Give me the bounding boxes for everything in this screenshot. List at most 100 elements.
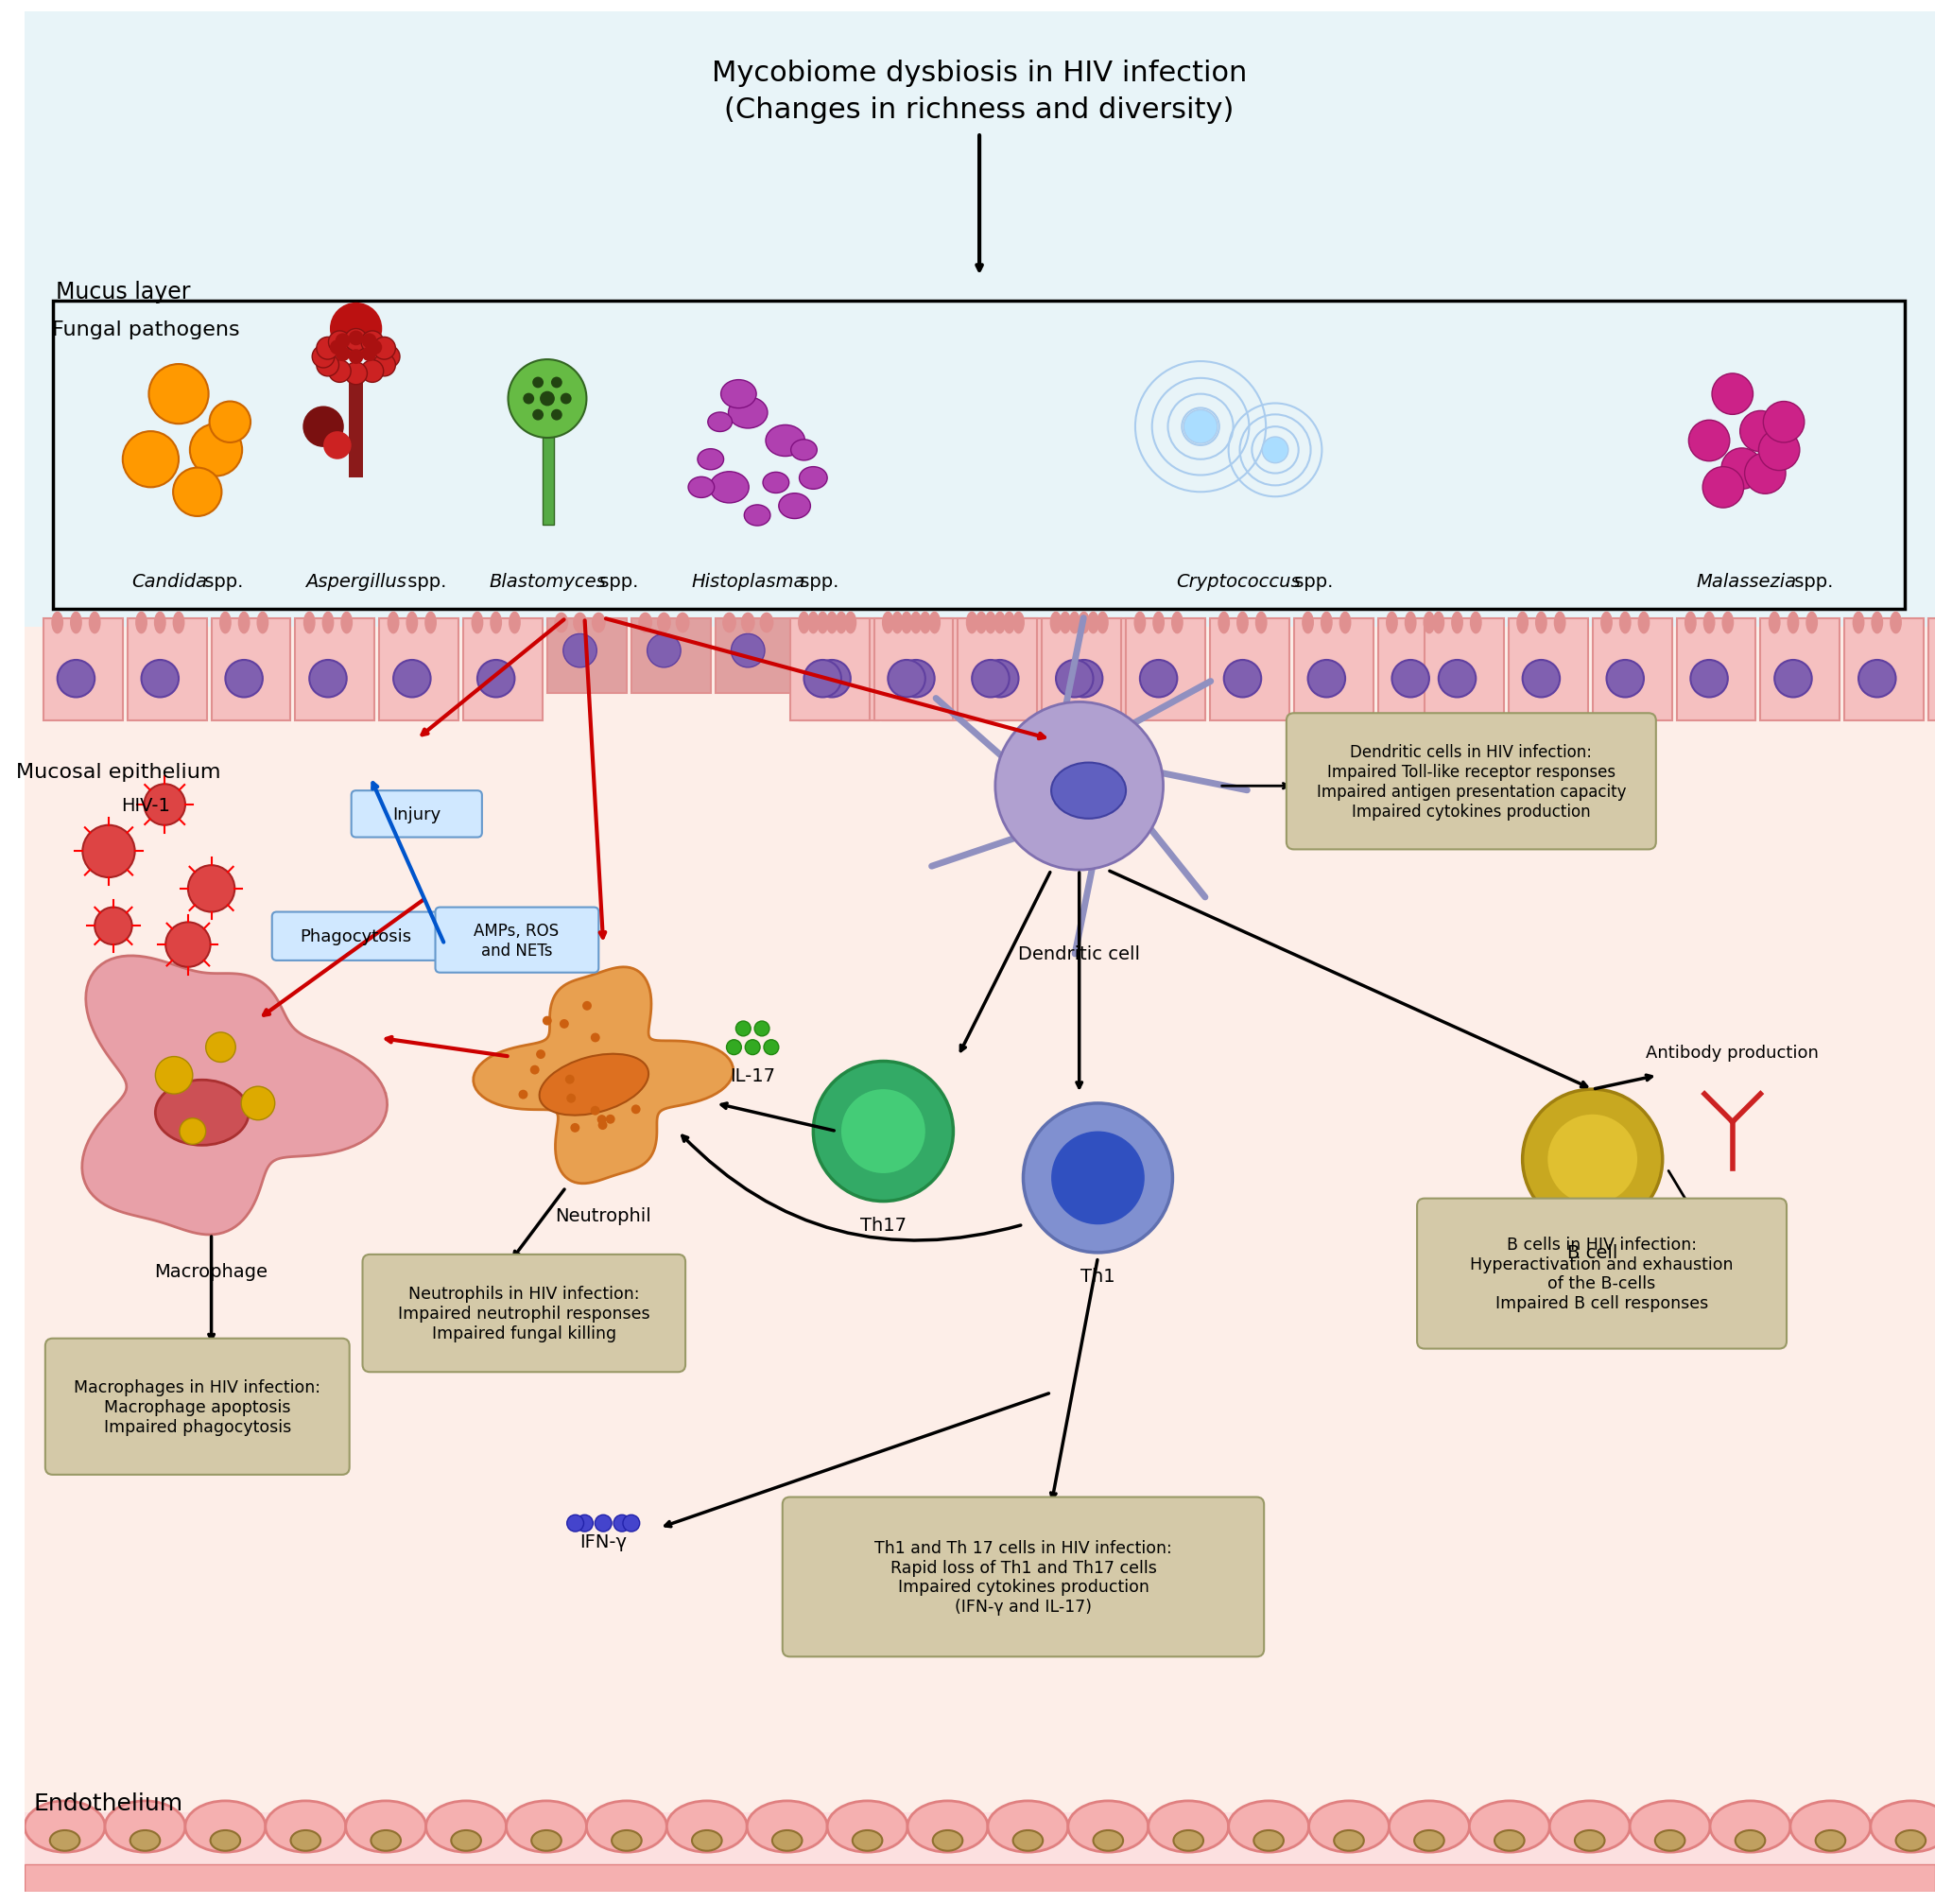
FancyBboxPatch shape — [45, 1339, 350, 1476]
Circle shape — [1184, 411, 1217, 444]
Ellipse shape — [1871, 611, 1883, 634]
Circle shape — [623, 1516, 640, 1531]
Ellipse shape — [826, 611, 838, 634]
Circle shape — [317, 337, 339, 360]
Circle shape — [633, 1133, 642, 1142]
Ellipse shape — [1097, 611, 1109, 634]
Ellipse shape — [1087, 611, 1099, 634]
Ellipse shape — [1302, 611, 1314, 634]
Circle shape — [971, 661, 1010, 697]
Ellipse shape — [776, 493, 813, 520]
Circle shape — [329, 341, 344, 356]
Circle shape — [803, 661, 842, 697]
Circle shape — [745, 1040, 760, 1055]
Circle shape — [1691, 661, 1728, 697]
Text: IFN-γ: IFN-γ — [580, 1533, 627, 1552]
Text: Th1 and Th 17 cells in HIV infection:
Rapid loss of Th1 and Th17 cells
Impaired : Th1 and Th 17 cells in HIV infection: Ra… — [875, 1538, 1173, 1615]
Circle shape — [122, 432, 178, 487]
Bar — [348, 367, 364, 478]
Ellipse shape — [985, 611, 997, 634]
Ellipse shape — [321, 611, 335, 634]
Text: Mycobiome dysbiosis in HIV infection: Mycobiome dysbiosis in HIV infection — [712, 59, 1246, 86]
Ellipse shape — [211, 1830, 240, 1851]
Circle shape — [224, 661, 263, 697]
Text: B cell: B cell — [1567, 1243, 1618, 1262]
Ellipse shape — [1815, 1830, 1846, 1851]
Ellipse shape — [1896, 1830, 1925, 1851]
Ellipse shape — [836, 611, 848, 634]
Text: Injury: Injury — [393, 805, 441, 823]
Circle shape — [478, 661, 515, 697]
Ellipse shape — [573, 613, 586, 634]
Circle shape — [561, 394, 571, 406]
Circle shape — [1689, 421, 1730, 463]
Ellipse shape — [741, 613, 755, 634]
Ellipse shape — [764, 474, 788, 493]
Text: Aspergillus: Aspergillus — [306, 573, 406, 590]
Text: spp.: spp. — [199, 573, 244, 590]
Circle shape — [1523, 661, 1560, 697]
Text: Phagocytosis: Phagocytosis — [300, 927, 412, 944]
Ellipse shape — [265, 1801, 346, 1853]
Ellipse shape — [1620, 611, 1631, 634]
Text: IL-17: IL-17 — [729, 1066, 776, 1085]
Circle shape — [1308, 661, 1345, 697]
Bar — [379, 619, 459, 722]
Ellipse shape — [1600, 611, 1612, 634]
Ellipse shape — [50, 1830, 79, 1851]
Circle shape — [188, 866, 234, 912]
Text: Antibody production: Antibody production — [1647, 1043, 1819, 1061]
Ellipse shape — [737, 501, 776, 531]
Circle shape — [726, 1040, 741, 1055]
FancyBboxPatch shape — [273, 912, 439, 962]
Ellipse shape — [1736, 1830, 1765, 1851]
Ellipse shape — [1014, 1830, 1043, 1851]
Ellipse shape — [807, 611, 819, 634]
Circle shape — [310, 661, 346, 697]
Bar — [25, 1813, 1935, 1893]
Circle shape — [1774, 661, 1811, 697]
Bar — [128, 619, 207, 722]
Bar — [1593, 619, 1672, 722]
Circle shape — [658, 1106, 668, 1116]
Text: Th1: Th1 — [1080, 1268, 1115, 1285]
Bar — [716, 619, 795, 693]
Circle shape — [540, 392, 555, 407]
Circle shape — [1763, 402, 1803, 444]
Ellipse shape — [341, 611, 352, 634]
Ellipse shape — [1134, 611, 1146, 634]
Ellipse shape — [712, 474, 747, 501]
Ellipse shape — [1012, 611, 1026, 634]
Ellipse shape — [426, 1801, 507, 1853]
Bar — [968, 619, 1047, 722]
Circle shape — [1740, 411, 1780, 453]
Ellipse shape — [722, 613, 737, 634]
Circle shape — [242, 1087, 275, 1120]
Ellipse shape — [372, 1830, 401, 1851]
Ellipse shape — [1451, 611, 1463, 634]
Ellipse shape — [929, 611, 940, 634]
Ellipse shape — [25, 1801, 104, 1853]
Text: Mucosal epithelium: Mucosal epithelium — [15, 764, 221, 783]
Ellipse shape — [797, 611, 811, 634]
Text: Dendritic cells in HIV infection:
Impaired Toll-like receptor responses
Impaired: Dendritic cells in HIV infection: Impair… — [1316, 744, 1625, 821]
Text: Dendritic cell: Dendritic cell — [1018, 946, 1140, 963]
Bar — [296, 619, 375, 722]
Circle shape — [373, 354, 395, 377]
Ellipse shape — [1534, 611, 1548, 634]
Bar — [542, 413, 553, 526]
Text: AMPs, ROS
and NETs: AMPs, ROS and NETs — [474, 922, 559, 960]
Text: Blastomyces: Blastomyces — [490, 573, 606, 590]
Ellipse shape — [1654, 1830, 1685, 1851]
Ellipse shape — [1703, 611, 1714, 634]
Ellipse shape — [908, 1801, 987, 1853]
Ellipse shape — [1068, 1801, 1147, 1853]
Ellipse shape — [675, 613, 689, 634]
Ellipse shape — [1629, 1801, 1711, 1853]
Ellipse shape — [1575, 1830, 1604, 1851]
Ellipse shape — [933, 1830, 962, 1851]
Ellipse shape — [586, 1801, 668, 1853]
Bar — [1209, 619, 1289, 722]
Ellipse shape — [844, 611, 857, 634]
Bar — [462, 619, 542, 722]
